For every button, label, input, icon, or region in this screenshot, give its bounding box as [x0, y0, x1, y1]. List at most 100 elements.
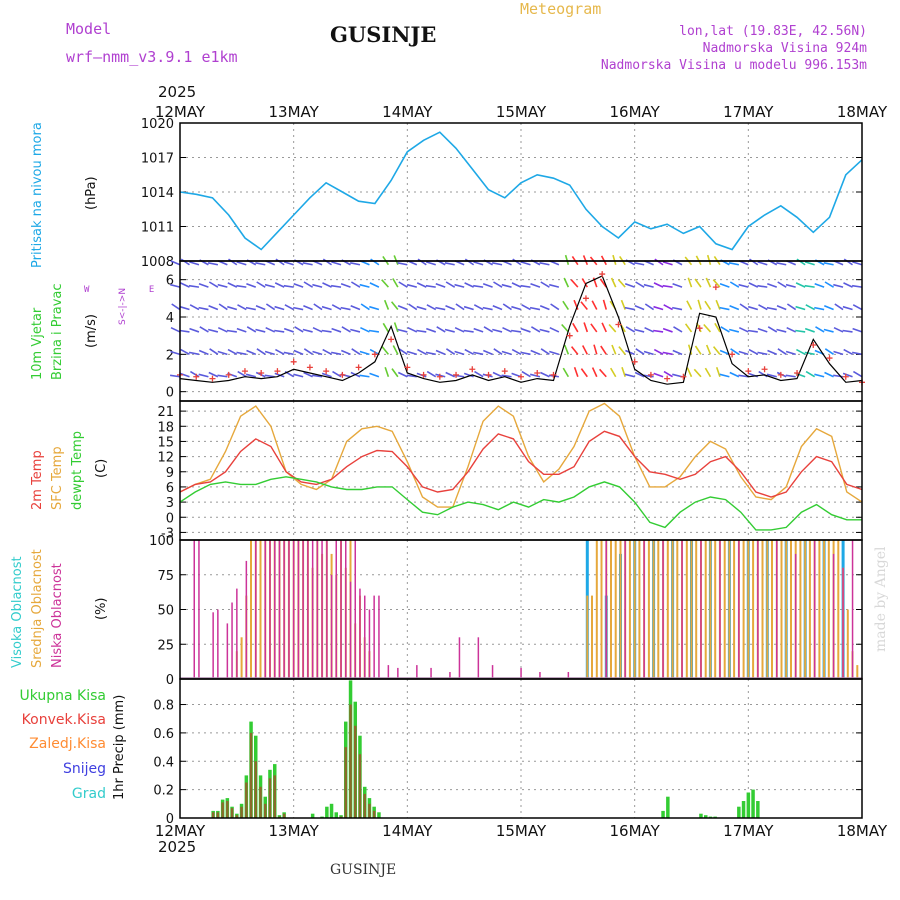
- wind-arrow: [188, 284, 200, 288]
- wind-arrow: [634, 304, 645, 311]
- cloud-low-bar: [359, 588, 361, 679]
- gust-marker: [534, 370, 541, 376]
- wind-arrow: [482, 283, 493, 288]
- wind-arrow: [842, 305, 853, 311]
- cloud-mid-bar: [595, 540, 598, 679]
- y-tick-label: 3: [166, 496, 174, 511]
- wind-arrow: [624, 373, 635, 378]
- cloud-mid-bar: [250, 540, 252, 679]
- wind-arrow: [785, 350, 796, 356]
- wind-arrow: [180, 348, 190, 356]
- y-tick-label: 0: [166, 511, 174, 526]
- x-tick-label-top: 14MAY: [382, 103, 433, 121]
- wind-arrow: [180, 282, 190, 288]
- credit: made by Angel: [873, 546, 889, 653]
- wind-arrow: [208, 304, 219, 311]
- legend-conv-rain: Konvek.Kisa: [21, 712, 106, 728]
- wind-label-2: Brzina i Pravac: [50, 283, 65, 380]
- direction-e-label: E: [148, 285, 155, 295]
- model-name: wrf—nmm_v3.9.1 e1km: [66, 48, 238, 66]
- wind-arrow: [236, 327, 247, 333]
- wind-arrow: [581, 278, 588, 288]
- wind-arrow: [321, 372, 332, 378]
- wind-arrow: [852, 327, 863, 333]
- cloud-label-high: Visoka Oblacnost: [10, 556, 25, 668]
- wind-arrow: [687, 277, 693, 288]
- y-tick-label: 21: [157, 405, 174, 420]
- wind-arrow: [392, 345, 399, 355]
- gust-marker: [777, 371, 784, 378]
- wind-arrow: [482, 349, 493, 356]
- wind-arrow: [693, 368, 702, 378]
- wind-arrow: [706, 254, 712, 265]
- temp-unit: (C): [94, 458, 109, 478]
- x-tick-label-bottom: 14MAY: [382, 822, 433, 840]
- cloud-low-bar: [302, 540, 304, 679]
- wind-arrow: [757, 284, 768, 288]
- wind-arrow: [729, 371, 740, 378]
- precip-total-bar: [741, 801, 746, 818]
- x-tick-label-bottom: 18MAY: [837, 822, 888, 840]
- wind-arrow: [766, 306, 777, 311]
- temp-label-dewpt: dewpt Temp: [70, 430, 85, 510]
- wind-arrow: [767, 349, 778, 356]
- cloud-mid-bar: [709, 540, 712, 679]
- wind-arrow: [463, 305, 474, 311]
- wind-arrow: [407, 326, 418, 333]
- wind-arrow: [852, 304, 863, 311]
- wind-arrow: [444, 262, 455, 266]
- wind-arrow: [236, 261, 247, 266]
- precip-unit: 1hr Precip (mm): [112, 694, 127, 800]
- precip-total-bar: [325, 806, 329, 818]
- cloud-low-bar: [719, 540, 721, 679]
- wind-arrow: [360, 326, 370, 333]
- wind-arrow: [171, 303, 181, 311]
- precip-total-bar: [756, 801, 760, 818]
- wind-arrow: [843, 282, 853, 288]
- cloud-low-bar: [397, 667, 399, 679]
- wind-arrow: [549, 283, 560, 288]
- wind-arrow: [767, 326, 778, 333]
- cloud-low-bar: [368, 609, 371, 679]
- wind-arrow: [170, 350, 181, 356]
- cloud-low-bar: [354, 540, 356, 679]
- cloud-mid-bar: [780, 540, 783, 679]
- precip-total-bar: [661, 810, 665, 818]
- wind-arrow: [643, 283, 654, 288]
- wind-arrow: [198, 373, 209, 378]
- precip-total-bar: [751, 789, 755, 818]
- wind-arrow: [729, 304, 740, 311]
- wind-arrow: [179, 305, 190, 311]
- gust-marker: [826, 355, 833, 362]
- wind-arrow: [511, 305, 522, 311]
- gust-marker: [225, 371, 232, 378]
- wind-arrow: [814, 283, 825, 288]
- precip-conv-bar: [245, 782, 248, 818]
- wind-arrow: [406, 374, 417, 378]
- wind-arrow: [653, 348, 664, 356]
- y-tick-label: 25: [157, 638, 174, 653]
- pressure-unit: (hPa): [84, 176, 99, 210]
- cloud-low-bar: [605, 540, 607, 679]
- cloud-low-bar: [738, 540, 740, 679]
- wind-arrow: [653, 305, 664, 311]
- precip-conv-bar: [226, 801, 229, 818]
- wind-arrow: [330, 284, 342, 288]
- cloud-mid-bar: [610, 540, 612, 679]
- cloud-low-bar: [340, 540, 342, 679]
- wind-arrow: [463, 329, 474, 333]
- wind-arrow: [189, 304, 200, 311]
- gust-marker: [810, 342, 817, 348]
- y-tick-label: 1014: [141, 186, 174, 201]
- wind-arrow: [293, 373, 304, 378]
- cloud-mid-bar: [766, 540, 769, 679]
- wind-arrow: [397, 371, 408, 378]
- x-tick-label-bottom: 16MAY: [610, 822, 661, 840]
- pressure-label: Pritisak na nivou mora: [30, 122, 45, 268]
- wind-arrow: [529, 306, 541, 311]
- cloud-mid-bar: [790, 540, 792, 679]
- cloud-mid-bar: [808, 540, 811, 679]
- wind-arrow: [634, 371, 645, 378]
- wind-arrow: [473, 261, 484, 266]
- cloud-mid-bar: [690, 540, 693, 679]
